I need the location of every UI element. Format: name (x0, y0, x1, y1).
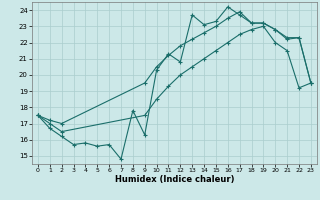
X-axis label: Humidex (Indice chaleur): Humidex (Indice chaleur) (115, 175, 234, 184)
